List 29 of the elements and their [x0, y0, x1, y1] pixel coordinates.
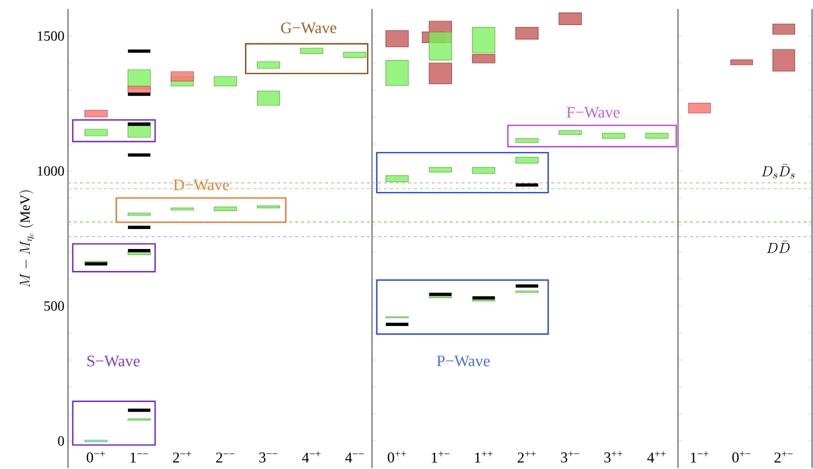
- x-tick-label: 3$^{+−}$: [561, 451, 580, 462]
- x-tick-label: 1$^{++}$: [475, 451, 493, 462]
- ref-line-label: $D\bar{D}$: [766, 240, 790, 253]
- x-tick-label: 4$^{−+}$: [302, 451, 321, 462]
- annotation: S−Wave: [87, 356, 140, 366]
- x-tick-label: 3$^{++}$: [604, 451, 622, 462]
- x-tick-label: 1$^{−−}$: [130, 452, 148, 462]
- y-tick-label: 0: [58, 436, 64, 446]
- x-tick-label: 3$^{−−}$: [259, 452, 278, 462]
- annotation: D−Wave: [174, 180, 229, 190]
- y-tick-label: 1500: [38, 31, 64, 41]
- ref-line-label: $D_s\bar{D}_s$: [762, 164, 795, 178]
- x-tick-label: 2$^{−−}$: [216, 452, 234, 462]
- x-tick-label: 2$^{−+}$: [173, 451, 192, 462]
- annotation: G−Wave: [281, 22, 336, 34]
- annotation: P−Wave: [436, 356, 490, 366]
- x-tick-label: 2$^{++}$: [518, 451, 536, 462]
- x-tick-label: 0$^{++}$: [388, 451, 406, 462]
- x-tick-label: 1$^{+−}$: [432, 451, 450, 462]
- x-tick-label: 0$^{−+}$: [86, 451, 105, 462]
- x-tick-label: 4$^{−−}$: [345, 452, 364, 462]
- x-tick-label: 1$^{−+}$: [690, 451, 708, 462]
- x-tick-label: 2$^{+−}$: [774, 451, 793, 462]
- x-tick-label: 4$^{++}$: [647, 451, 666, 462]
- y-tick-label: 1000: [38, 166, 64, 176]
- annotation: F−Wave: [566, 107, 620, 118]
- x-tick-label: 0$^{+−}$: [732, 451, 751, 462]
- y-axis-title: $M-M_{\eta_c}\ \mathrm{(MeV)}$: [18, 190, 34, 288]
- y-tick-label: 500: [44, 301, 64, 311]
